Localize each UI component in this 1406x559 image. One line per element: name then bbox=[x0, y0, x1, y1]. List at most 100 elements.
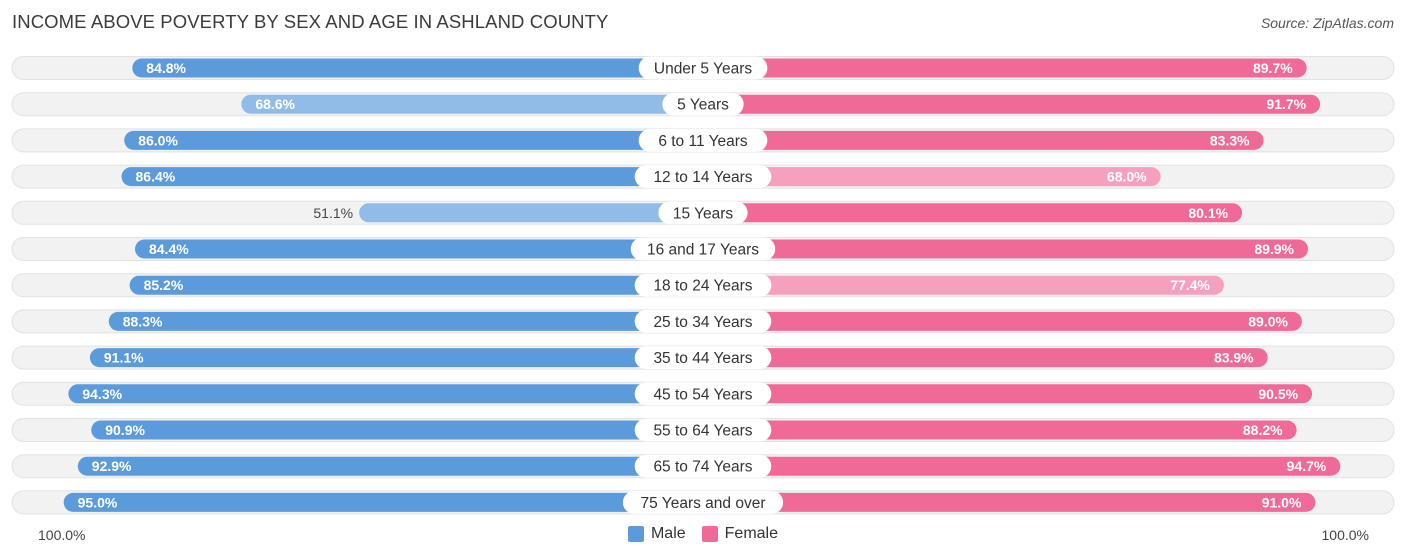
value-label-female: 89.9% bbox=[1254, 241, 1294, 257]
bar-male[interactable] bbox=[132, 58, 703, 78]
axis-left-label: 100.0% bbox=[38, 527, 86, 543]
category-pill bbox=[634, 454, 772, 478]
value-label-male: 84.4% bbox=[149, 241, 189, 257]
bar-female[interactable] bbox=[703, 384, 1313, 404]
category-label: 15 Years bbox=[673, 205, 734, 222]
bar-row: 85.2% 77.4% 18 to 24 Years bbox=[11, 273, 1395, 298]
value-label-male: 68.6% bbox=[255, 96, 295, 112]
bar-row: 90.9% 88.2% 55 to 64 Years bbox=[11, 418, 1395, 442]
bar-female[interactable] bbox=[703, 94, 1321, 114]
bar-male[interactable] bbox=[63, 492, 703, 512]
bar-male[interactable] bbox=[121, 167, 703, 187]
bar-female[interactable] bbox=[703, 58, 1307, 78]
bar-row: 84.8% 89.7% Under 5 Years bbox=[11, 56, 1395, 80]
category-pill bbox=[638, 128, 768, 152]
value-label-male: 91.1% bbox=[104, 350, 144, 366]
bar-row: 86.0% 83.3% 6 to 11 Years bbox=[11, 128, 1395, 153]
category-pill bbox=[634, 273, 772, 297]
bar-male[interactable] bbox=[91, 420, 704, 440]
value-label-female: 83.3% bbox=[1210, 132, 1250, 148]
bar-female[interactable] bbox=[703, 492, 1316, 512]
bar-male[interactable] bbox=[359, 203, 703, 223]
category-pill bbox=[634, 346, 772, 370]
bar-row: 68.6% 91.7% 5 Years bbox=[11, 92, 1395, 117]
category-pill bbox=[638, 56, 768, 80]
legend-swatch-female bbox=[701, 526, 718, 542]
chart-title: INCOME ABOVE POVERTY BY SEX AND AGE IN A… bbox=[12, 11, 609, 32]
category-label: Under 5 Years bbox=[654, 61, 752, 78]
bar-male[interactable] bbox=[89, 348, 704, 368]
axis-right-label: 100.0% bbox=[1321, 527, 1369, 543]
bar-female[interactable] bbox=[703, 130, 1264, 150]
category-label: 65 to 74 Years bbox=[653, 459, 752, 476]
legend-label-male: Male bbox=[650, 525, 686, 542]
value-label-female: 68.0% bbox=[1107, 169, 1147, 185]
category-label: 5 Years bbox=[677, 97, 729, 114]
value-label-female: 94.7% bbox=[1287, 458, 1327, 474]
value-label-female: 91.7% bbox=[1266, 96, 1306, 112]
value-label-female: 90.5% bbox=[1258, 386, 1298, 402]
bar-male[interactable] bbox=[129, 275, 703, 295]
category-label: 16 and 17 Years bbox=[647, 242, 759, 259]
legend-label-female: Female bbox=[724, 525, 779, 542]
bar-female[interactable] bbox=[703, 275, 1224, 295]
category-pill bbox=[634, 309, 772, 333]
value-label-female: 89.7% bbox=[1253, 60, 1293, 76]
bar-male[interactable] bbox=[124, 130, 704, 150]
category-pill bbox=[662, 92, 744, 116]
value-label-female: 80.1% bbox=[1188, 205, 1228, 221]
value-label-female: 83.9% bbox=[1214, 350, 1254, 366]
legend-item-female[interactable]: Female bbox=[701, 525, 779, 543]
value-label-male: 86.0% bbox=[138, 132, 178, 148]
value-label-female: 91.0% bbox=[1262, 494, 1302, 510]
bar-female[interactable] bbox=[703, 311, 1302, 331]
legend-swatch-male bbox=[627, 526, 644, 542]
value-label-male: 90.9% bbox=[105, 422, 145, 438]
value-label-female: 77.4% bbox=[1170, 277, 1210, 293]
legend: Male Female bbox=[0, 524, 1406, 544]
bar-female[interactable] bbox=[703, 167, 1161, 187]
category-label: 75 Years and over bbox=[641, 495, 766, 512]
bar-female[interactable] bbox=[703, 203, 1243, 223]
category-pill bbox=[634, 418, 772, 442]
bar-row: 92.9% 94.7% 65 to 74 Years bbox=[11, 454, 1395, 479]
category-label: 25 to 34 Years bbox=[653, 314, 752, 331]
category-pill bbox=[634, 165, 772, 189]
category-label: 45 to 54 Years bbox=[653, 386, 752, 403]
category-label: 35 to 44 Years bbox=[653, 350, 752, 367]
bar-row: 88.3% 89.0% 25 to 34 Years bbox=[11, 309, 1395, 334]
value-label-male: 86.4% bbox=[136, 169, 176, 185]
bar-row: 86.4% 68.0% 12 to 14 Years bbox=[11, 164, 1395, 189]
diverging-bar-chart: 84.8% 89.7% Under 5 Years 68.6% 91.7% 5 Years… bbox=[11, 56, 1395, 515]
bar-male[interactable] bbox=[108, 311, 704, 331]
value-label-male: 95.0% bbox=[78, 494, 118, 510]
bar-male[interactable] bbox=[77, 456, 703, 476]
value-label-male: 84.8% bbox=[146, 60, 186, 76]
category-label: 18 to 24 Years bbox=[653, 278, 752, 295]
bar-row: 84.4% 89.9% 16 and 17 Years bbox=[11, 237, 1395, 261]
category-label: 6 to 11 Years bbox=[658, 133, 748, 150]
category-label: 55 to 64 Years bbox=[653, 423, 752, 440]
legend-item-male[interactable]: Male bbox=[627, 525, 686, 543]
bar-row: 94.3% 90.5% 45 to 54 Years bbox=[11, 381, 1395, 406]
source-credit: Source: ZipAtlas.com bbox=[1260, 15, 1394, 31]
value-label-male: 88.3% bbox=[123, 313, 163, 329]
bar-male[interactable] bbox=[68, 384, 703, 404]
category-pill bbox=[630, 237, 776, 261]
bar-female[interactable] bbox=[703, 456, 1341, 476]
bar-male[interactable] bbox=[241, 94, 703, 114]
value-label-male: 94.3% bbox=[82, 386, 122, 402]
bar-row: 95.0% 91.0% 75 Years and over bbox=[11, 490, 1395, 515]
bar-row: 91.1% 83.9% 35 to 44 Years bbox=[11, 345, 1395, 370]
value-label-male: 92.9% bbox=[92, 458, 132, 474]
bar-female[interactable] bbox=[703, 348, 1268, 368]
bar-row: 51.1% 80.1% 15 Years bbox=[11, 200, 1395, 225]
category-pill bbox=[622, 490, 784, 514]
bar-female[interactable] bbox=[703, 420, 1297, 440]
category-pill bbox=[658, 201, 748, 225]
value-label-female: 88.2% bbox=[1243, 422, 1283, 438]
category-label: 12 to 14 Years bbox=[653, 169, 752, 186]
value-label-male: 51.1% bbox=[313, 205, 353, 221]
bar-male[interactable] bbox=[134, 239, 703, 259]
bar-female[interactable] bbox=[703, 239, 1309, 259]
